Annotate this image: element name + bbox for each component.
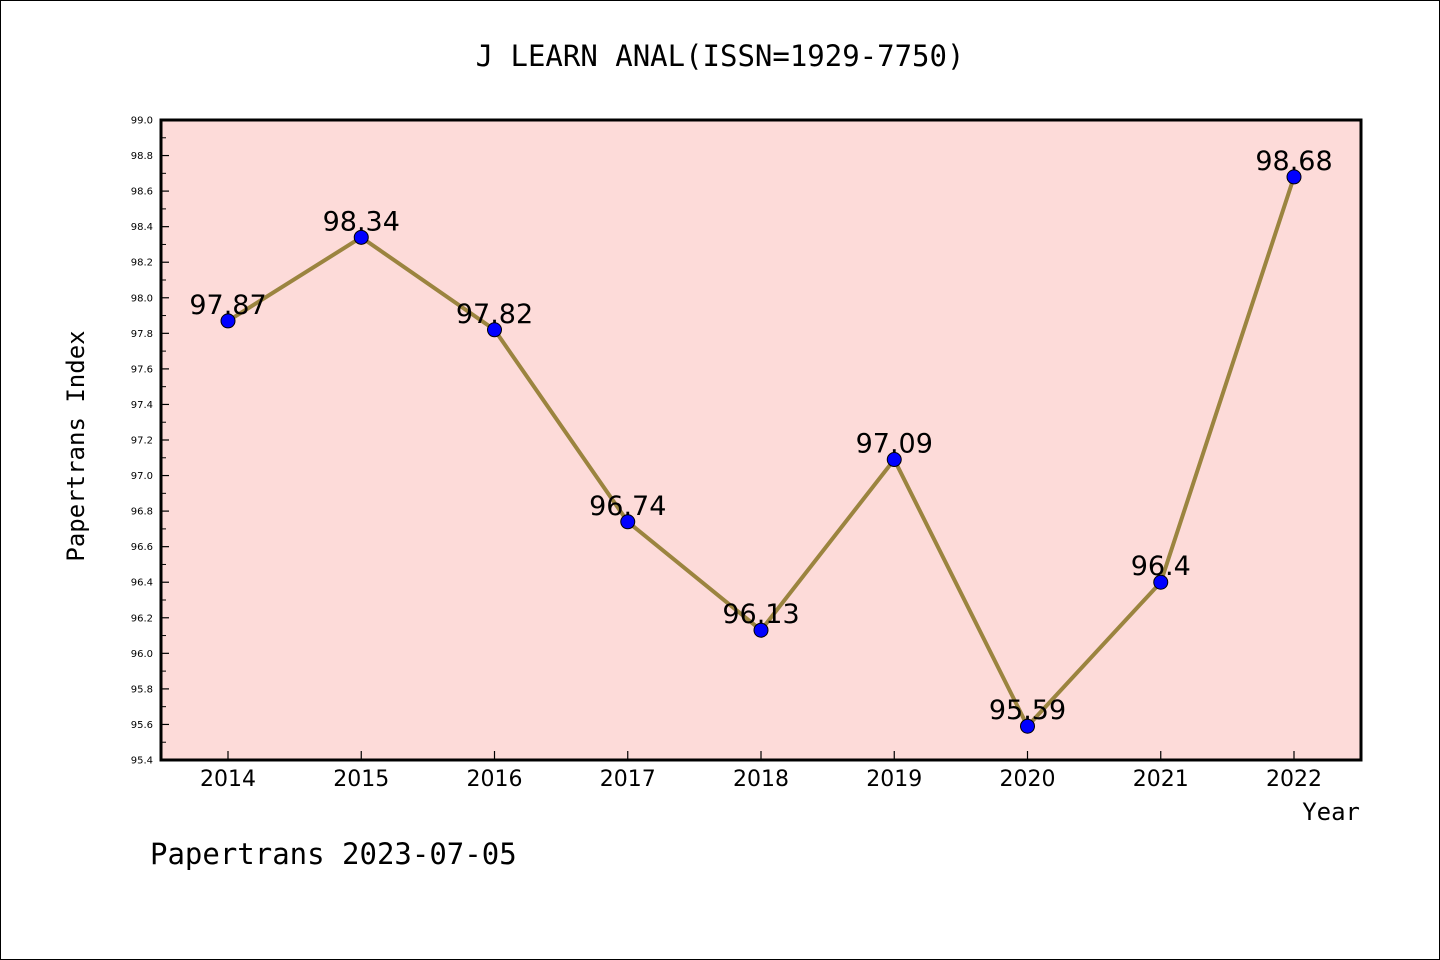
marker-group bbox=[220, 169, 1302, 734]
y-tick-label: 96.6 bbox=[131, 542, 153, 553]
data-point-marker bbox=[1286, 169, 1302, 185]
y-tick-label: 98.8 bbox=[131, 151, 153, 162]
y-tick-label: 96.8 bbox=[131, 507, 153, 518]
x-tick-label: 2021 bbox=[1133, 767, 1189, 792]
x-tick-label: 2022 bbox=[1266, 767, 1322, 792]
data-label: 98.68 bbox=[1255, 146, 1332, 177]
data-point-marker bbox=[220, 313, 236, 329]
x-axis-label: Year bbox=[1302, 798, 1360, 826]
y-tick-label: 96.2 bbox=[131, 613, 153, 624]
data-point-marker bbox=[1153, 574, 1169, 590]
y-tick-label: 95.6 bbox=[131, 720, 153, 731]
x-tick-label: 2018 bbox=[733, 767, 789, 792]
data-label: 97.87 bbox=[189, 290, 266, 321]
x-tick-label: 2014 bbox=[200, 767, 256, 792]
data-label: 95.59 bbox=[989, 695, 1066, 726]
x-tick-label: 2016 bbox=[467, 767, 523, 792]
y-tick-label: 95.8 bbox=[131, 684, 153, 695]
y-tick-label: 99.0 bbox=[131, 116, 153, 127]
data-label: 96.13 bbox=[722, 599, 799, 630]
chart-title: J LEARN ANAL(ISSN=1929-7750) bbox=[476, 39, 965, 73]
y-tick-label: 97.6 bbox=[131, 364, 153, 375]
y-tick-label: 97.0 bbox=[131, 471, 153, 482]
y-tick-label: 96.0 bbox=[131, 649, 153, 660]
data-label: 97.09 bbox=[856, 429, 933, 460]
data-point-marker bbox=[353, 229, 369, 245]
y-axis-label: Papertrans Index bbox=[62, 330, 90, 561]
x-tick-label: 2015 bbox=[333, 767, 389, 792]
data-label: 96.4 bbox=[1131, 551, 1191, 582]
data-point-marker bbox=[487, 322, 502, 338]
data-point-marker bbox=[620, 514, 636, 530]
data-point-marker bbox=[753, 622, 769, 638]
y-tick-label: 97.2 bbox=[131, 436, 153, 447]
y-tick-label: 95.4 bbox=[131, 756, 153, 767]
data-label-group: 97.87 98.34 97.82 96.74 96.13 97.09 95.59 96.4 9… bbox=[189, 146, 1332, 726]
footer-text: Papertrans 2023-07-05 bbox=[150, 837, 517, 871]
y-tick-label: 98.6 bbox=[131, 187, 153, 198]
y-tick-label: 98.4 bbox=[131, 222, 153, 233]
y-tick-label: 98.0 bbox=[131, 293, 153, 304]
plot-area bbox=[159, 118, 1363, 762]
data-label: 96.74 bbox=[589, 491, 666, 522]
x-tick-label: 2017 bbox=[600, 767, 656, 792]
y-tick-label: 97.4 bbox=[131, 400, 153, 411]
data-label: 97.82 bbox=[456, 299, 533, 330]
x-axis: 2014 2015 2016 2017 2018 2019 2020 2021 2022 bbox=[200, 751, 1322, 792]
x-tick-label: 2020 bbox=[1000, 767, 1056, 792]
x-tick-label: 2019 bbox=[866, 767, 922, 792]
y-tick-label: 98.2 bbox=[131, 258, 153, 269]
y-axis: 95.4 95.6 95.8 96.0 96.2 96.4 96.6 96.8 97.0 97.2… bbox=[131, 116, 169, 767]
y-tick-label: 97.8 bbox=[131, 329, 153, 340]
data-point-marker bbox=[1020, 718, 1035, 734]
data-point-marker bbox=[886, 452, 902, 468]
data-label: 98.34 bbox=[323, 206, 400, 237]
y-tick-label: 96.4 bbox=[131, 578, 153, 589]
